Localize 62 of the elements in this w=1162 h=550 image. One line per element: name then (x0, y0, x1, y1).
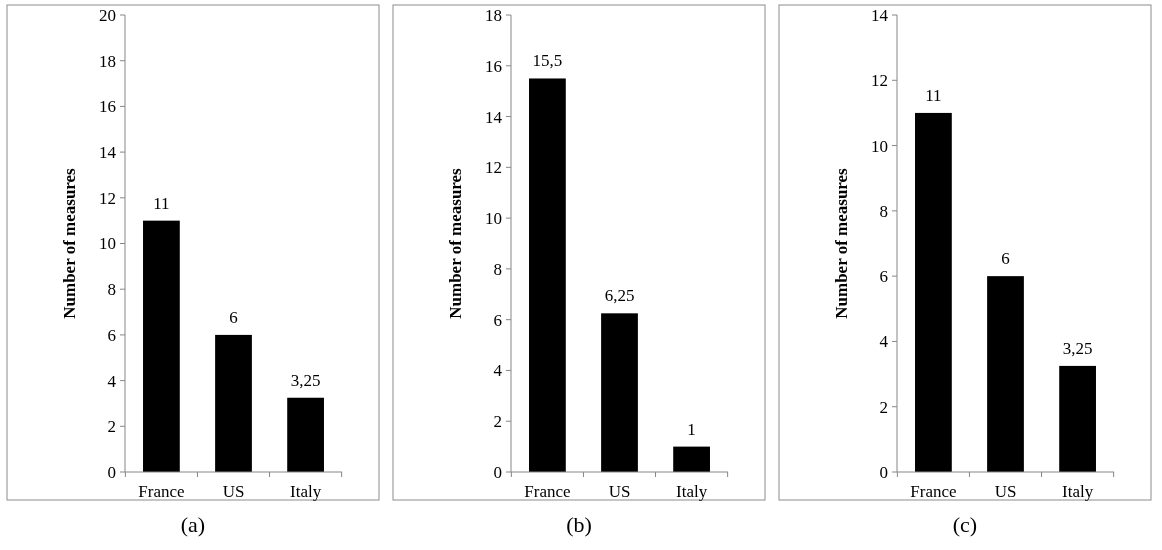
y-tick-label: 0 (879, 462, 888, 482)
y-tick-label: 10 (485, 209, 502, 229)
y-tick-label: 0 (493, 462, 502, 482)
text: (a) (180, 512, 206, 537)
bar (143, 220, 180, 472)
y-axis-title: Number of measures (832, 167, 851, 319)
y-tick-label: 14 (99, 143, 117, 163)
x-tick-label: Italy (1062, 482, 1094, 501)
y-tick-label: 18 (485, 5, 502, 25)
y-tick-label: 16 (485, 56, 502, 76)
y-tick-label: 14 (485, 107, 503, 127)
data-label: 15,5 (532, 51, 563, 71)
y-tick-label: 2 (493, 412, 502, 432)
data-label: 1 (687, 419, 696, 439)
y-tick-label: 0 (107, 462, 116, 482)
y-axis-title: Number of measures (446, 167, 465, 319)
data-label: 6,25 (604, 286, 635, 306)
data-label: 3,25 (1062, 338, 1093, 358)
bar (915, 112, 952, 472)
y-tick-label: 8 (107, 280, 116, 300)
y-tick-label: 6 (107, 325, 116, 345)
data-label: 11 (925, 85, 942, 105)
y-tick-label: 10 (99, 234, 116, 254)
data-label: 6 (1001, 249, 1010, 269)
y-tick-label: 4 (493, 361, 503, 381)
y-tick-label: 6 (879, 267, 888, 287)
y-tick-label: 12 (871, 71, 888, 91)
bar (215, 334, 252, 472)
y-tick-label: 20 (99, 5, 116, 25)
text: (b) (566, 512, 592, 537)
y-tick-label: 14 (871, 5, 889, 25)
bar (601, 313, 638, 472)
y-tick-label: 10 (871, 136, 888, 156)
y-tick-label: 12 (485, 158, 502, 178)
x-tick-label: US (222, 482, 245, 501)
data-label: 6 (229, 307, 238, 327)
bar (673, 446, 710, 472)
y-tick-label: 4 (107, 371, 117, 391)
text: (c) (952, 512, 978, 537)
y-tick-label: 8 (493, 259, 502, 279)
bar (529, 78, 566, 472)
bar (287, 397, 324, 472)
x-tick-label: US (608, 482, 631, 501)
y-tick-label: 12 (99, 188, 116, 208)
y-tick-label: 4 (879, 332, 889, 352)
y-tick-label: 2 (107, 417, 116, 437)
x-tick-label: US (994, 482, 1017, 501)
x-tick-label: Italy (290, 482, 322, 501)
bar (987, 276, 1024, 472)
y-tick-label: 6 (493, 310, 502, 330)
y-tick-label: 8 (879, 201, 888, 221)
bar (1059, 365, 1096, 472)
x-tick-label: France (138, 482, 185, 501)
y-tick-label: 18 (99, 51, 116, 71)
x-tick-label: France (910, 482, 957, 501)
data-label: 11 (153, 193, 170, 213)
x-tick-label: France (524, 482, 571, 501)
x-tick-label: Italy (676, 482, 708, 501)
y-tick-label: 2 (879, 397, 888, 417)
y-axis-title: Number of measures (60, 167, 79, 319)
data-label: 3,25 (290, 370, 321, 390)
y-tick-label: 16 (99, 97, 116, 117)
